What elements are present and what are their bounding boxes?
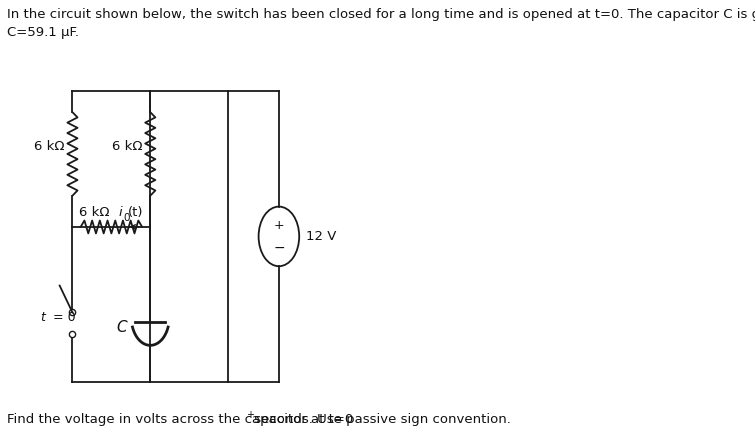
Text: C: C bbox=[116, 320, 127, 335]
Text: +: + bbox=[273, 219, 284, 232]
Text: In the circuit shown below, the switch has been closed for a long time and is op: In the circuit shown below, the switch h… bbox=[7, 8, 755, 21]
Text: i: i bbox=[119, 206, 122, 219]
Text: −: − bbox=[273, 240, 285, 255]
Text: seconds. Use passive sign convention.: seconds. Use passive sign convention. bbox=[251, 413, 511, 426]
Text: (t): (t) bbox=[128, 206, 143, 219]
Text: Find the voltage in volts across the capacitor at t=0: Find the voltage in volts across the cap… bbox=[7, 413, 353, 426]
Text: +: + bbox=[246, 410, 254, 420]
Text: 6 kΩ: 6 kΩ bbox=[34, 141, 64, 154]
Text: 12 V: 12 V bbox=[306, 230, 336, 243]
Text: 6 kΩ: 6 kΩ bbox=[112, 141, 142, 154]
Text: t: t bbox=[40, 311, 45, 324]
Text: = 0: = 0 bbox=[49, 311, 76, 324]
Text: 6 kΩ: 6 kΩ bbox=[79, 206, 109, 219]
Text: 0: 0 bbox=[123, 213, 130, 223]
Text: C=59.1 μF.: C=59.1 μF. bbox=[7, 26, 79, 39]
